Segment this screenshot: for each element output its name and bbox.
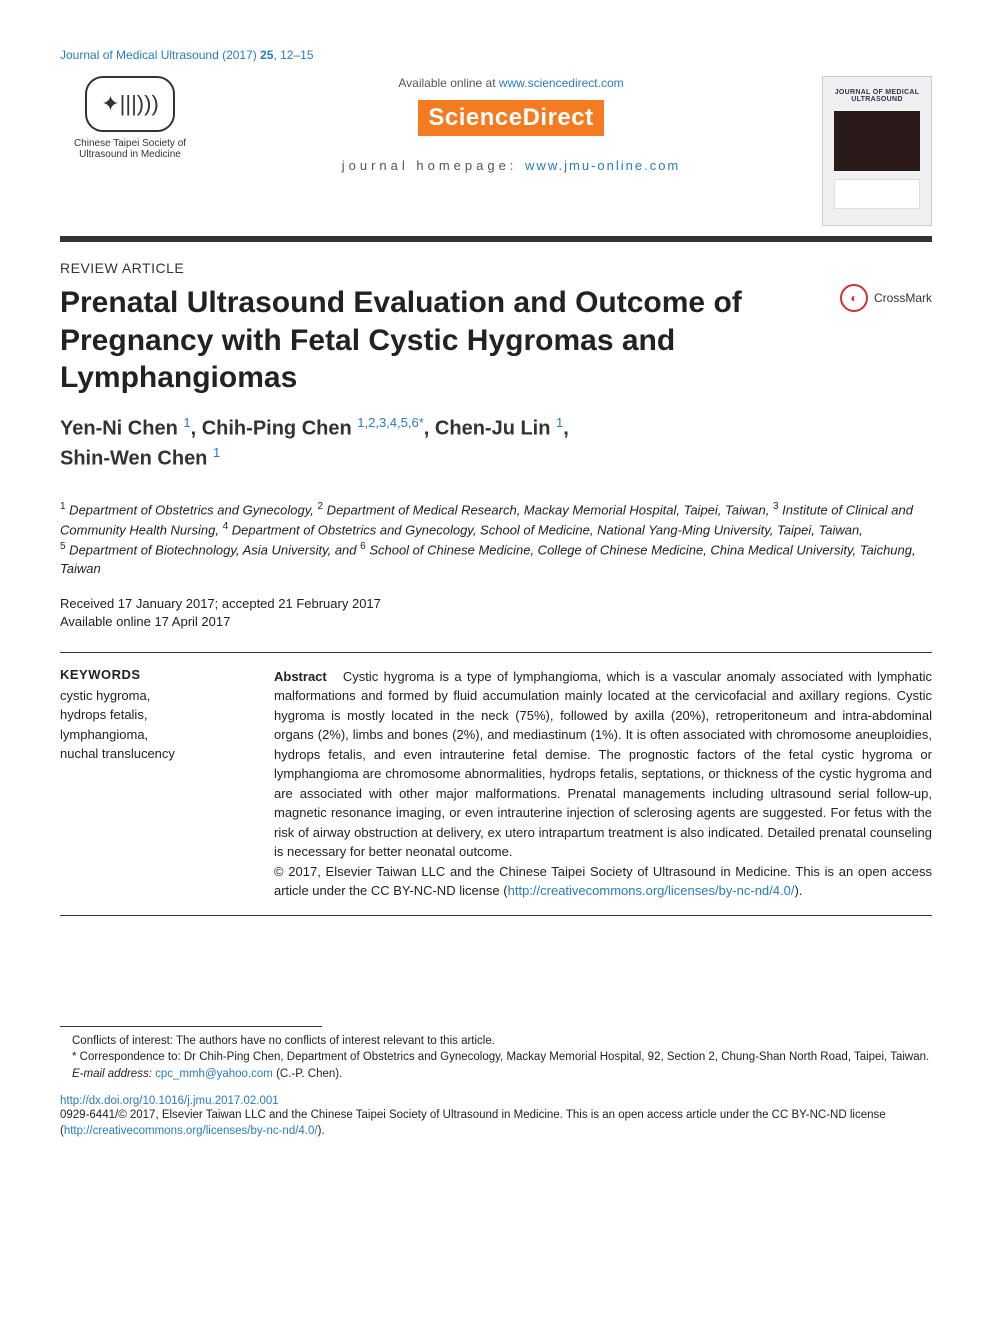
abstract-block: Abstract Cystic hygroma is a type of lym… [274,667,932,901]
society-name: Chinese Taipei Society of Ultrasound in … [60,138,200,160]
license-link-footer[interactable]: http://creativecommons.org/licenses/by-n… [64,1125,318,1137]
author-name: Chen-Ju Lin [435,417,551,439]
keyword: nuchal translucency [60,744,240,764]
article-type: REVIEW ARTICLE [60,260,932,276]
masthead-divider [60,236,932,242]
footer-copyright: 0929-6441/© 2017, Elsevier Taiwan LLC an… [60,1107,932,1140]
doi-line: http://dx.doi.org/10.1016/j.jmu.2017.02.… [60,1095,932,1107]
article-dates: Received 17 January 2017; accepted 21 Fe… [60,595,932,631]
cover-journal-title: JOURNAL OF MEDICAL ULTRASOUND [829,89,925,103]
author-name: Yen-Ni Chen [60,417,178,439]
correspondence: * Correspondence to: Dr Chih-Ping Chen, … [60,1049,932,1066]
journal-cover-thumbnail: JOURNAL OF MEDICAL ULTRASOUND [822,76,932,226]
doi-link[interactable]: http://dx.doi.org/10.1016/j.jmu.2017.02.… [60,1095,279,1107]
journal-homepage-url[interactable]: www.jmu-online.com [525,158,680,173]
sciencedirect-logo[interactable]: ScienceDirect [218,100,804,136]
received-accepted: Received 17 January 2017; accepted 21 Fe… [60,595,932,613]
keywords-block: KEYWORDS cystic hygroma, hydrops fetalis… [60,667,240,901]
keyword: hydrops fetalis, [60,705,240,725]
author-name: Chih-Ping Chen [202,417,352,439]
crossmark-icon: ◐ [840,284,868,312]
conflicts-statement: Conflicts of interest: The authors have … [60,1033,932,1050]
available-online: Available online 17 April 2017 [60,613,932,631]
keyword: cystic hygroma, [60,686,240,706]
masthead-region: ✦|||))) Chinese Taipei Society of Ultras… [60,76,932,226]
author-affil-sup: 1 [213,445,220,460]
available-online-line: Available online at www.sciencedirect.co… [218,76,804,90]
email-line: E-mail address: cpc_mmh@yahoo.com (C.-P.… [60,1066,932,1083]
society-logo-block: ✦|||))) Chinese Taipei Society of Ultras… [60,76,200,160]
abstract-bottom-rule [60,915,932,916]
abstract-top-rule [60,652,932,653]
keyword: lymphangioma, [60,725,240,745]
journal-homepage-line: journal homepage: www.jmu-online.com [218,158,804,173]
author-affil-sup: 1 [183,415,190,430]
article-title: Prenatal Ultrasound Evaluation and Outco… [60,284,820,397]
footnote-rule [60,1026,322,1027]
crossmark-label: CrossMark [874,291,932,305]
citation-link[interactable]: Journal of Medical Ultrasound (2017) 25,… [60,48,314,62]
cover-footer-placeholder [834,179,920,209]
masthead-center: Available online at www.sciencedirect.co… [218,76,804,173]
author-list: Yen-Ni Chen 1, Chih-Ping Chen 1,2,3,4,5,… [60,413,932,474]
author-affil-sup: 1 [556,415,563,430]
author-affil-sup: 1,2,3,4,5,6 [357,415,418,430]
license-link[interactable]: http://creativecommons.org/licenses/by-n… [508,883,795,898]
cover-image-placeholder [834,111,920,171]
abstract-body: Cystic hygroma is a type of lymphangioma… [274,669,932,860]
email-link[interactable]: cpc_mmh@yahoo.com [155,1068,273,1080]
keywords-heading: KEYWORDS [60,667,240,682]
society-logo-icon: ✦|||))) [85,76,175,132]
sciencedirect-url[interactable]: www.sciencedirect.com [499,76,624,90]
crossmark-badge[interactable]: ◐ CrossMark [840,284,932,312]
abstract-heading: Abstract [274,669,327,684]
citation-header: Journal of Medical Ultrasound (2017) 25,… [60,48,932,62]
corresponding-star: * [419,415,424,430]
author-name: Shin-Wen Chen [60,448,207,470]
footnotes: Conflicts of interest: The authors have … [60,1033,932,1083]
affiliations: 1 Department of Obstetrics and Gynecolog… [60,500,932,579]
